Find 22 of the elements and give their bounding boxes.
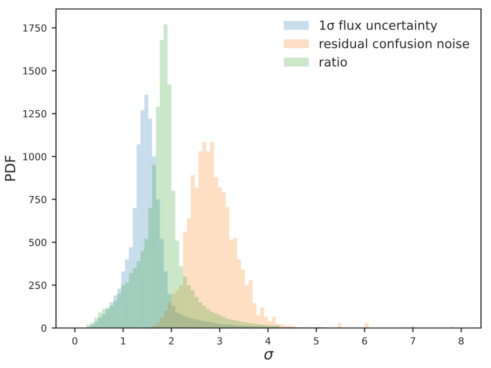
y-tick-label: 0 [41, 324, 46, 332]
x-tick-label: 5 [314, 337, 319, 345]
legend-label: ratio [320, 56, 347, 67]
x-tick-label: 3 [217, 337, 222, 345]
x-tick-label: 1 [121, 337, 126, 344]
x-tick-label: 0 [72, 337, 78, 345]
x-tick-label: 4 [265, 337, 271, 344]
y-tick-label: 1250 [23, 110, 46, 118]
x-tick-label: 6 [362, 337, 368, 345]
x-tick-label: 2 [169, 337, 174, 344]
y-tick-label: 1000 [23, 152, 46, 160]
y-tick-label: 500 [29, 238, 46, 246]
legend-label: residual confusion noise [320, 38, 470, 48]
legend-label: 1σ flux uncertainty [320, 20, 438, 32]
y-tick-label: 1750 [23, 24, 46, 32]
y-tick-label: 250 [29, 282, 46, 289]
x-tick-label: 7 [410, 337, 416, 344]
y-axis-title: PDF [5, 156, 16, 181]
y-tick-label: 750 [29, 196, 46, 204]
x-tick-label: 8 [458, 337, 464, 345]
x-axis-title: σ [264, 351, 274, 360]
y-tick-label: 1500 [23, 67, 46, 75]
